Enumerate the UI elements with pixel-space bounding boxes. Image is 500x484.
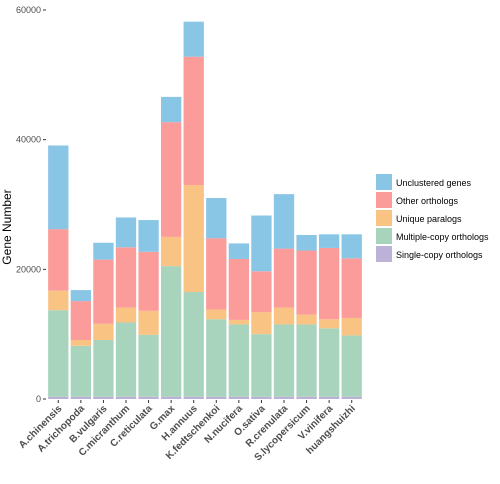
bar-segment-1-7 (206, 319, 227, 397)
bar-segment-4-0 (48, 145, 69, 230)
bar-segment-4-12 (318, 234, 340, 248)
bar-segment-2-2 (93, 323, 114, 340)
bar-segment-0-8 (228, 396, 250, 399)
bar-segment-0-2 (93, 396, 114, 399)
y-tick-label: 40000 (16, 135, 41, 145)
bar-segment-2-3 (115, 307, 137, 323)
bar-segment-3-6 (183, 56, 204, 186)
legend-label: Unclustered genes (396, 178, 472, 188)
bar-segment-2-5 (160, 236, 182, 267)
bar-segment-0-9 (251, 396, 272, 399)
bar-segment-0-0 (48, 396, 69, 399)
bar-segment-0-1 (70, 396, 92, 399)
bar-segment-0-3 (115, 396, 137, 399)
bar-segment-4-5 (160, 96, 182, 123)
bar-segment-0-10 (273, 396, 295, 399)
bar-segment-3-10 (273, 248, 295, 308)
legend-label: Multiple-copy orthologs (396, 232, 489, 242)
bar-segment-1-12 (318, 328, 340, 397)
bar-segment-2-9 (251, 312, 272, 335)
bar-segment-3-8 (228, 258, 250, 320)
bar-segment-4-8 (228, 243, 250, 259)
bar-segment-3-5 (160, 122, 182, 237)
legend-key (376, 174, 392, 190)
bar-segment-3-4 (138, 251, 159, 311)
y-tick-label: 60000 (16, 5, 41, 15)
bar-segment-1-4 (138, 334, 159, 397)
bar-segment-1-0 (48, 310, 69, 397)
legend-label: Unique paralogs (396, 214, 462, 224)
bar-segment-4-6 (183, 21, 204, 57)
legend: Unclustered genes Other orthologs Unique p… (376, 174, 489, 262)
bar-segment-0-4 (138, 396, 159, 399)
bar-segment-2-13 (341, 317, 362, 336)
x-axis: A.chinensisA.trichopodaB.vulgarisC.micra… (17, 400, 358, 463)
y-tick-label: 0 (36, 394, 41, 404)
legend-label: Other orthologs (396, 196, 459, 206)
legend-key (376, 228, 392, 244)
bar-segment-2-12 (318, 319, 340, 329)
bar-segment-4-7 (206, 198, 227, 239)
bar-segment-3-2 (93, 259, 114, 324)
bar-segment-1-9 (251, 334, 272, 397)
bar-segment-2-6 (183, 185, 204, 293)
bar-segment-1-11 (296, 324, 317, 397)
bar-segment-1-8 (228, 324, 250, 397)
bar-segment-1-13 (341, 335, 362, 397)
bar-segment-3-13 (341, 258, 362, 318)
bar-segment-2-11 (296, 314, 317, 325)
legend-label: Single-copy orthologs (396, 250, 483, 260)
bar-segment-1-5 (160, 266, 182, 397)
bar-segment-2-10 (273, 307, 295, 325)
y-axis: 0 20000 40000 60000 (16, 5, 46, 404)
bar-segment-3-9 (251, 271, 272, 313)
bar-segment-4-9 (251, 215, 272, 272)
bar-segment-3-0 (48, 229, 69, 291)
bar-segment-1-2 (93, 340, 114, 397)
bar-segment-3-3 (115, 247, 137, 308)
bar-segment-0-5 (160, 396, 182, 399)
bar-segment-4-13 (341, 234, 362, 259)
bar-segment-0-12 (318, 396, 340, 399)
legend-key (376, 246, 392, 262)
bar-segment-4-10 (273, 194, 295, 249)
bar-segment-4-4 (138, 220, 159, 252)
bar-segment-3-7 (206, 238, 227, 310)
bar-segment-0-7 (206, 396, 227, 399)
y-axis-label: Gene Number (0, 189, 14, 264)
plot-area (48, 21, 362, 399)
bar-segment-3-11 (296, 250, 317, 315)
legend-key (376, 192, 392, 208)
bar-segment-3-12 (318, 247, 340, 320)
bar-segment-0-11 (296, 396, 317, 399)
bar-segment-1-6 (183, 292, 204, 397)
bar-segment-2-7 (206, 309, 227, 320)
bar-segment-2-8 (228, 319, 250, 325)
bar-segment-4-2 (93, 242, 114, 260)
bar-segment-4-3 (115, 217, 137, 248)
bar-segment-4-1 (70, 290, 92, 302)
bar-segment-1-3 (115, 322, 137, 397)
bar-segment-0-13 (341, 396, 362, 399)
bar-segment-0-6 (183, 396, 204, 399)
bar-segment-1-1 (70, 345, 92, 397)
legend-key (376, 210, 392, 226)
bar-segment-3-1 (70, 301, 92, 340)
bar-segment-2-1 (70, 340, 92, 346)
bar-segment-4-11 (296, 234, 317, 251)
bar-segment-1-10 (273, 324, 295, 397)
bar-segment-2-4 (138, 310, 159, 335)
bar-segment-2-0 (48, 290, 69, 311)
y-tick-label: 20000 (16, 264, 41, 274)
